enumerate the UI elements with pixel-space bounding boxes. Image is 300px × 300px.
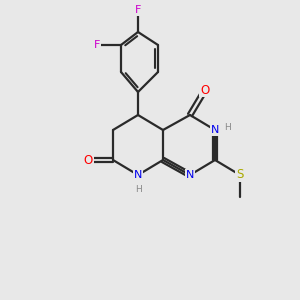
Text: N: N (186, 170, 194, 180)
Text: N: N (211, 125, 219, 135)
Text: O: O (200, 83, 210, 97)
Text: H: H (135, 185, 141, 194)
Text: N: N (134, 170, 142, 180)
Text: S: S (236, 169, 244, 182)
Text: O: O (83, 154, 93, 166)
Text: F: F (94, 40, 100, 50)
Text: H: H (224, 124, 231, 133)
Text: F: F (135, 5, 141, 15)
